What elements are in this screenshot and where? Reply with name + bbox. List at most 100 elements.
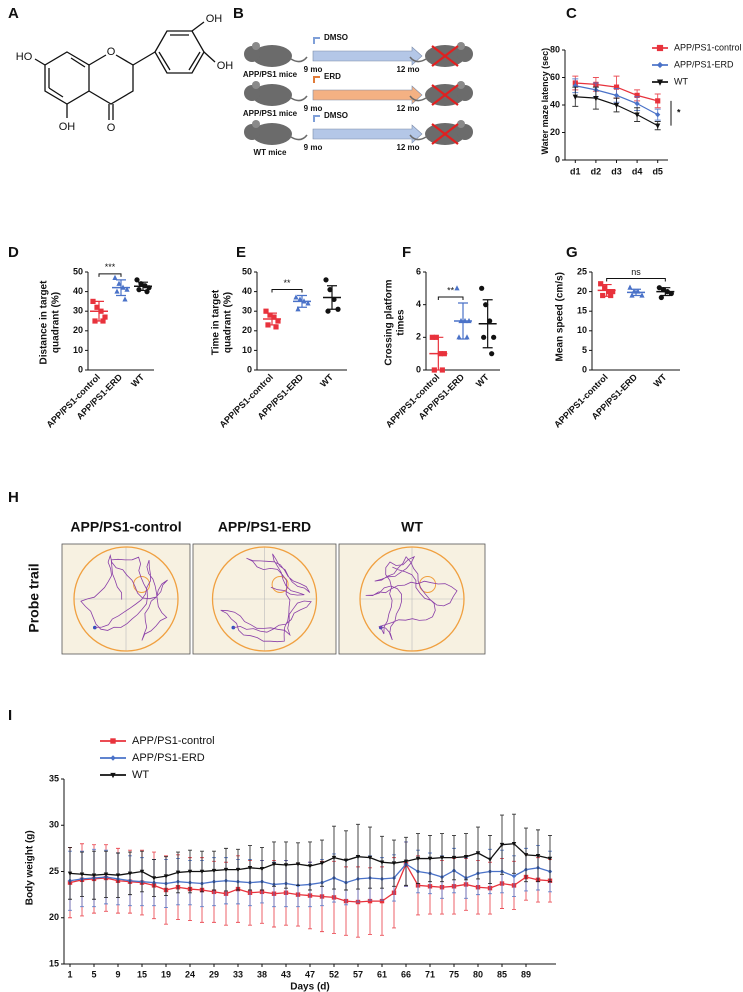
end-label: 12 mo [396, 143, 419, 152]
marker [327, 287, 333, 293]
marker [136, 287, 142, 293]
marker [283, 863, 289, 868]
sd-bar [267, 312, 277, 326]
marker [593, 96, 599, 102]
marker [379, 860, 385, 865]
marker [367, 855, 373, 861]
sd-bar [601, 283, 612, 297]
x-tick-label: 9 [115, 969, 120, 979]
marker [572, 94, 578, 100]
y-tick-label: 20 [550, 127, 560, 137]
x-tick-label: 61 [377, 969, 387, 979]
marker [247, 866, 253, 871]
probe-group-title: APP/PS1-ERD [218, 519, 311, 535]
atom-label: OH [206, 13, 223, 25]
y-tick-label: 50 [242, 266, 252, 276]
mouse-ear [252, 120, 260, 128]
y-tick-label: 20 [49, 912, 59, 922]
marker [355, 854, 361, 860]
marker [523, 853, 529, 858]
quadrant-lines [212, 547, 317, 651]
marker [267, 312, 273, 318]
mouse-body [252, 84, 292, 106]
ring [154, 30, 205, 74]
marker [600, 292, 606, 299]
marker [639, 292, 645, 298]
sd-bar [660, 287, 671, 297]
marker [656, 44, 664, 52]
marker [91, 873, 97, 878]
marker [116, 280, 122, 286]
x-tick-label: 24 [185, 969, 195, 979]
treatment-label: DMSO [324, 33, 348, 42]
group-label: APP/PS1 mice [243, 109, 298, 118]
y-tick-label: 5 [582, 345, 587, 355]
marker [115, 873, 121, 878]
significance-label: ** [447, 285, 455, 295]
marker [487, 318, 493, 324]
pool-edge [211, 546, 318, 652]
mouse-ear [457, 42, 465, 50]
atom-label: HO [16, 51, 33, 63]
bond [88, 54, 107, 66]
marker [415, 856, 421, 862]
marker [464, 334, 470, 340]
panel-label: C [566, 5, 577, 22]
y-tick-label: 50 [73, 266, 83, 276]
y-tick-label: 10 [73, 345, 83, 355]
x-axis-label: Days (d) [290, 982, 329, 992]
sd-bar [138, 281, 148, 292]
y-tick-label: 0 [555, 154, 560, 164]
panel-label: A [8, 5, 19, 22]
marker [343, 858, 349, 864]
bond [203, 51, 216, 63]
mouse-body [252, 45, 292, 67]
y-tick-label: 20 [73, 325, 83, 335]
panel-label: E [236, 244, 246, 261]
bond [48, 87, 64, 98]
marker [297, 296, 303, 302]
treatment-icon [313, 37, 320, 44]
atom-label: O [107, 122, 116, 134]
x-tick-label: 66 [401, 969, 411, 979]
y-tick-label: 20 [242, 325, 252, 335]
marker [427, 856, 433, 862]
sd-bar [327, 285, 337, 310]
y-tick-label: 0 [78, 364, 83, 374]
significance-label: *** [105, 262, 116, 272]
marker [656, 285, 662, 291]
treatment-label: ERD [324, 72, 341, 81]
legend-label: APP/PS1-control [132, 735, 215, 747]
timeline-arrow [312, 124, 423, 144]
atom-label: OH [217, 60, 234, 72]
marker [271, 862, 277, 867]
marker [627, 284, 633, 290]
marker [139, 869, 145, 875]
bond [88, 54, 134, 105]
x-tick-label: WT [474, 372, 491, 389]
marker [305, 300, 311, 306]
marker [634, 112, 640, 118]
probe-trail-label: Probe trail [26, 563, 42, 632]
pool-edge [359, 546, 465, 652]
y-tick-label: 4 [416, 299, 421, 309]
marker [94, 304, 100, 310]
x-tick-label: d1 [570, 166, 581, 176]
marker [295, 862, 301, 867]
panel-label: I [8, 707, 12, 724]
mouse-ear [252, 42, 260, 50]
marker [511, 873, 517, 879]
end-label: 12 mo [396, 65, 419, 74]
x-tick-label: 29 [209, 969, 219, 979]
sd-bar [631, 288, 641, 297]
panel-label: B [233, 5, 244, 22]
bond [191, 21, 205, 32]
marker [114, 288, 120, 294]
marker [613, 102, 620, 109]
marker [499, 842, 505, 848]
marker [331, 855, 337, 861]
sd-bar [458, 302, 468, 340]
mouse-tail [409, 95, 427, 102]
marker [307, 864, 313, 869]
marker [491, 334, 497, 340]
